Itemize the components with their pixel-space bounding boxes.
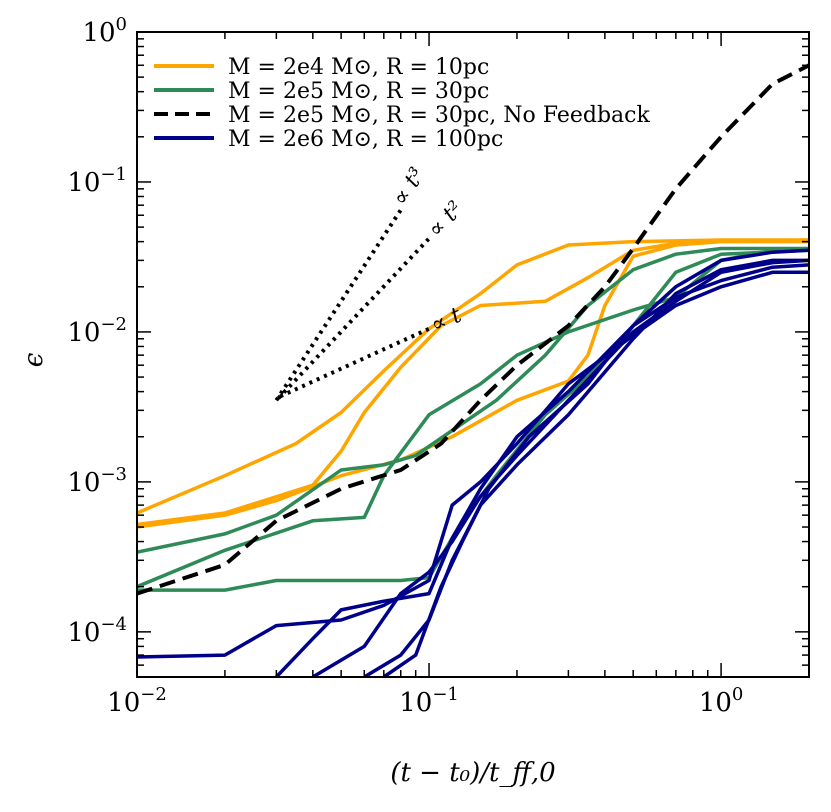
legend-label-2: M = 2e5 M⊙, R = 30pc bbox=[228, 79, 489, 104]
reference-slopes: ∝ t³∝ t²∝ t bbox=[274, 163, 468, 402]
legend-label-1: M = 2e4 M⊙, R = 10pc bbox=[228, 55, 489, 80]
legend-label-3: M = 2e5 M⊙, R = 30pc, No Feedback bbox=[228, 103, 650, 128]
slope-line-2 bbox=[276, 237, 431, 400]
slope-line-1 bbox=[274, 208, 403, 402]
series-line-6 bbox=[137, 248, 809, 592]
x-tick-label: 100 bbox=[699, 684, 744, 718]
series-line-4 bbox=[137, 246, 809, 554]
legend-label-4: M = 2e6 M⊙, R = 100pc bbox=[228, 127, 503, 152]
series-line-8 bbox=[137, 270, 809, 659]
series-line-12 bbox=[382, 248, 809, 677]
x-tick-label: 10−1 bbox=[399, 684, 459, 718]
y-tick-label: 10−2 bbox=[67, 314, 127, 348]
series-line-11 bbox=[363, 258, 809, 677]
series-line-3 bbox=[137, 238, 809, 529]
x-axis-label: (t − t₀)/t_ff,0 bbox=[390, 758, 555, 788]
series-line-2 bbox=[137, 239, 809, 527]
y-tick-label: 10−4 bbox=[67, 614, 127, 648]
y-tick-label: 10−1 bbox=[67, 164, 127, 198]
y-tick-label: 10−3 bbox=[67, 464, 127, 498]
series-line-10 bbox=[311, 258, 809, 677]
y-axis-label: ϵ bbox=[19, 352, 49, 367]
x-tick-label: 10−2 bbox=[107, 684, 167, 718]
series-line-1 bbox=[137, 238, 809, 515]
y-tick-label: 100 bbox=[82, 14, 127, 48]
axis-ticks: 10−2 10−1 100 10−4 10−3 10−2 10−1 100 bbox=[67, 14, 810, 718]
slope-line-3 bbox=[279, 326, 430, 399]
series-line-9 bbox=[275, 263, 809, 677]
series-layer bbox=[137, 63, 809, 677]
slope-label-2: ∝ t² bbox=[423, 197, 468, 243]
slope-label-1: ∝ t³ bbox=[388, 163, 431, 210]
